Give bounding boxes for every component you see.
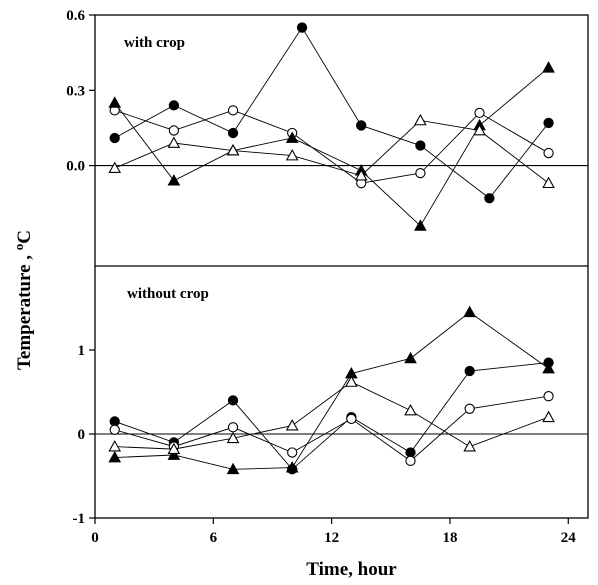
data-point-open-triangle <box>542 410 555 423</box>
data-point-open-triangle <box>414 113 427 126</box>
series-open-triangle <box>108 113 555 189</box>
series-line <box>114 381 549 450</box>
data-point-filled-triangle <box>285 131 299 143</box>
data-point-filled-triangle <box>463 305 477 318</box>
y-tick-label-top: 0.6 <box>66 8 85 24</box>
x-tick-label: 6 <box>210 530 218 546</box>
data-point-filled-triangle <box>108 450 122 463</box>
y-tick-label-bottom: 0 <box>78 427 86 443</box>
data-point-filled-triangle <box>542 361 555 374</box>
data-point-filled-circle <box>415 140 426 151</box>
series-line <box>114 395 549 462</box>
data-point-open-circle <box>346 413 357 425</box>
panel-with-crop: with crop <box>95 22 588 231</box>
panel-label: without crop <box>127 286 209 302</box>
data-point-open-circle <box>405 455 416 467</box>
x-axis-title: Time, hour <box>306 559 397 580</box>
data-point-open-triangle <box>473 123 486 136</box>
data-point-open-triangle <box>285 149 299 161</box>
data-point-filled-circle <box>109 416 120 427</box>
series-filled-circle <box>109 22 554 204</box>
series-open-triangle <box>108 375 555 454</box>
data-point-filled-triangle <box>167 448 181 460</box>
data-point-open-circle <box>543 147 554 159</box>
data-point-filled-circle <box>484 193 495 204</box>
data-point-open-triangle <box>285 419 299 431</box>
data-point-open-circle <box>543 391 554 402</box>
data-point-filled-circle <box>227 395 239 406</box>
data-point-filled-triangle <box>226 462 240 475</box>
data-point-open-circle <box>474 107 485 119</box>
data-point-filled-circle <box>405 447 416 458</box>
data-point-filled-circle <box>464 365 475 377</box>
data-point-open-circle <box>168 125 180 136</box>
data-point-open-triangle <box>463 440 477 452</box>
x-tick-label: 12 <box>324 530 339 546</box>
x-tick-label: 18 <box>442 530 457 546</box>
y-tick-label-top: 0.3 <box>66 83 85 99</box>
data-point-filled-triangle <box>285 461 299 473</box>
data-point-open-triangle <box>226 144 240 156</box>
series-line <box>114 311 549 470</box>
series-open-circle <box>109 105 554 189</box>
data-point-open-circle <box>227 422 239 433</box>
plot-frame <box>89 14 589 524</box>
data-point-open-triangle <box>354 169 368 181</box>
panel-label: with crop <box>124 35 185 51</box>
y-tick-label-bottom: 1 <box>78 343 86 359</box>
y-tick-label-bottom: -1 <box>73 511 86 527</box>
data-point-filled-circle <box>296 22 308 33</box>
panel-without-crop: without crop <box>95 286 588 475</box>
y-axis-title: Temperature , oC <box>11 230 35 370</box>
data-point-open-circle <box>227 105 239 116</box>
series-line <box>114 67 549 227</box>
data-point-open-triangle <box>108 440 122 452</box>
series-filled-triangle <box>108 305 555 475</box>
data-point-filled-triangle <box>108 96 122 108</box>
series-line <box>114 26 549 199</box>
data-point-open-triangle <box>167 442 181 454</box>
data-point-open-circle <box>415 167 426 179</box>
data-point-filled-triangle <box>404 351 417 364</box>
x-tick-label: 0 <box>91 530 99 546</box>
data-point-filled-circle <box>109 132 120 144</box>
data-point-open-triangle <box>404 403 417 416</box>
series-line <box>114 362 549 470</box>
data-point-open-triangle <box>167 136 181 148</box>
data-point-open-circle <box>287 447 298 458</box>
y-tick-label-top: 0.0 <box>66 159 85 175</box>
data-point-filled-triangle <box>167 174 181 186</box>
x-tick-label: 24 <box>561 530 577 546</box>
data-point-open-circle <box>109 424 120 435</box>
data-point-filled-circle <box>227 127 239 139</box>
data-point-filled-triangle <box>542 61 555 73</box>
data-point-open-triangle <box>345 375 358 387</box>
data-point-open-triangle <box>108 161 122 173</box>
data-point-open-circle <box>464 403 475 414</box>
series-line <box>114 109 549 184</box>
series-line <box>114 119 549 184</box>
data-point-filled-circle <box>168 100 180 111</box>
data-point-filled-circle <box>543 117 554 129</box>
axes-text: 0 6 12 18 24 0.0 0.3 0.6 -1 0 1 Time, hour Temperatu… <box>11 8 576 580</box>
series-open-circle <box>109 391 554 467</box>
data-point-filled-triangle <box>414 219 427 231</box>
data-point-filled-circle <box>356 120 367 131</box>
data-point-open-triangle <box>226 431 240 444</box>
data-point-open-triangle <box>542 176 555 189</box>
